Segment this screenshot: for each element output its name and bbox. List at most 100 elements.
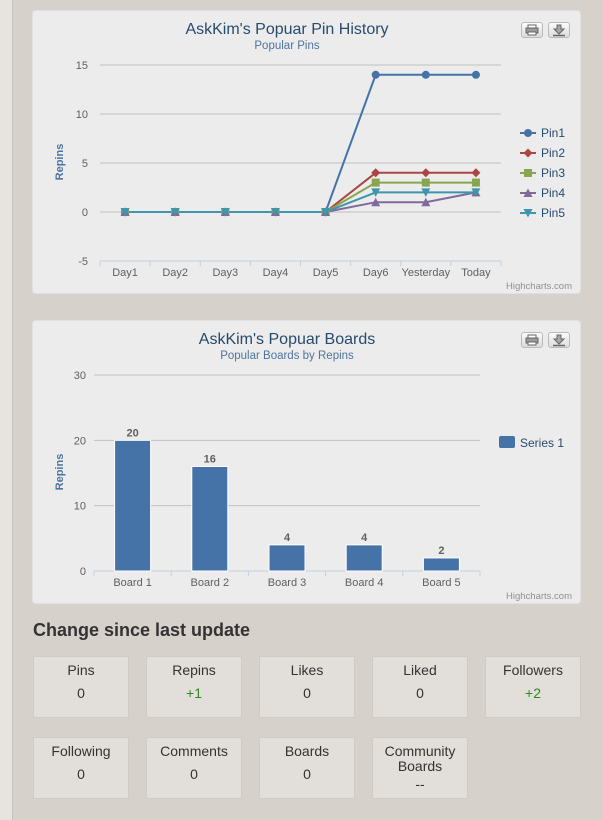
legend-item-series-1[interactable]: Series 1 xyxy=(520,436,564,450)
chart-subtitle: Popular Boards by Repins xyxy=(220,350,354,362)
chart-subtitle: Popular Pins xyxy=(254,40,319,52)
data-label: 2 xyxy=(438,545,444,557)
print-chart-button[interactable] xyxy=(521,332,543,348)
y-tick-label: 0 xyxy=(82,207,88,219)
stat-value: +2 xyxy=(525,685,541,701)
data-label: 16 xyxy=(204,453,216,465)
data-point-pin4[interactable] xyxy=(371,197,381,207)
stat-boards: Boards 0 xyxy=(259,737,355,799)
legend-marker[interactable] xyxy=(523,188,533,198)
data-label: 4 xyxy=(361,532,368,544)
y-axis-title: Repins xyxy=(54,454,66,491)
stat-likes: Likes 0 xyxy=(259,656,355,718)
download-chart-button[interactable] xyxy=(548,22,570,38)
stat-label: Community Boards xyxy=(384,743,456,774)
data-point-pin5[interactable] xyxy=(371,188,381,197)
data-label: 4 xyxy=(284,532,291,544)
x-tick-label: Yesterday xyxy=(402,267,451,279)
y-tick-label: 5 xyxy=(82,158,88,170)
x-tick-label: Day2 xyxy=(162,267,188,279)
x-tick-label: Board 2 xyxy=(191,577,230,589)
legend-item-pin2[interactable]: Pin2 xyxy=(541,146,565,160)
data-point-pin1[interactable] xyxy=(371,70,380,79)
download-chart-button[interactable] xyxy=(548,332,570,348)
x-tick-label: Board 3 xyxy=(268,577,307,589)
stat-value: 0 xyxy=(77,685,85,701)
x-tick-label: Day5 xyxy=(313,267,339,279)
data-point-pin5[interactable] xyxy=(270,208,280,217)
y-tick-label: 10 xyxy=(74,501,86,513)
legend-marker[interactable] xyxy=(523,148,533,158)
y-axis-title: Repins xyxy=(54,144,66,181)
legend-item-pin3[interactable]: Pin3 xyxy=(541,166,565,180)
stat-community-boards: Community Boards -- xyxy=(372,737,468,799)
data-point-pin1[interactable] xyxy=(421,70,430,79)
data-point-pin2[interactable] xyxy=(371,168,381,178)
stat-value: 0 xyxy=(77,766,85,782)
credits[interactable]: Highcharts.com xyxy=(506,281,572,292)
stat-label: Comments xyxy=(160,743,228,759)
x-tick-label: Day6 xyxy=(363,267,389,279)
section-title: Change since last update xyxy=(33,620,251,640)
stat-label: Boards xyxy=(284,743,330,759)
legend-symbol[interactable] xyxy=(499,436,515,448)
series-line-pin3[interactable] xyxy=(125,181,476,213)
y-tick-label: 20 xyxy=(74,435,86,447)
data-point-pin2[interactable] xyxy=(471,168,481,178)
stat-repins: Repins +1 xyxy=(146,656,242,718)
bar[interactable] xyxy=(345,544,383,572)
chart-title: AskKim's Popuar Boards xyxy=(199,331,375,348)
stat-label: Followers xyxy=(503,662,563,678)
stat-value: +1 xyxy=(186,685,202,701)
print-chart-button[interactable] xyxy=(521,22,543,38)
y-tick-label: -5 xyxy=(78,256,88,268)
data-point-pin3[interactable] xyxy=(471,178,480,187)
legend-item-pin5[interactable]: Pin5 xyxy=(541,206,565,220)
y-tick-label: 30 xyxy=(74,370,86,382)
x-tick-label: Board 5 xyxy=(422,577,461,589)
bar[interactable] xyxy=(422,557,460,572)
data-point-pin5[interactable] xyxy=(120,208,130,217)
data-point-pin2[interactable] xyxy=(421,168,431,178)
data-point-pin5[interactable] xyxy=(220,208,230,217)
y-tick-label: 0 xyxy=(80,566,86,578)
x-tick-label: Board 1 xyxy=(113,577,152,589)
data-point-pin5[interactable] xyxy=(321,208,331,217)
data-point-pin4[interactable] xyxy=(421,197,431,207)
left-rail xyxy=(0,0,13,820)
popular-boards-chart: Board 1 Board 2 Board 3 Board 4 Board 5 0 10 2… xyxy=(54,331,572,602)
stat-value: 0 xyxy=(303,685,311,701)
stat-following: Following 0 xyxy=(33,737,129,799)
stat-label: Liked xyxy=(403,662,437,678)
stat-value: 0 xyxy=(303,766,311,782)
legend-item-pin4[interactable]: Pin4 xyxy=(541,186,565,200)
x-tick-label: Today xyxy=(461,267,491,279)
series-line-pin5[interactable] xyxy=(125,191,476,213)
chart-title: AskKim's Popuar Pin History xyxy=(185,21,388,38)
x-tick-label: Board 4 xyxy=(345,577,384,589)
stat-label: Repins xyxy=(172,662,216,678)
credits[interactable]: Highcharts.com xyxy=(506,591,572,602)
data-label: 20 xyxy=(126,427,138,439)
stat-followers: Followers +2 xyxy=(485,656,581,718)
data-point-pin3[interactable] xyxy=(421,178,430,187)
bar[interactable] xyxy=(114,439,152,572)
stat-label: Pins xyxy=(67,662,95,678)
legend-marker[interactable] xyxy=(524,129,532,137)
bar[interactable] xyxy=(268,544,306,572)
print-icon xyxy=(525,334,539,346)
stat-value: 0 xyxy=(190,766,198,782)
data-point-pin5[interactable] xyxy=(471,188,481,197)
print-icon xyxy=(525,24,539,36)
x-tick-label: Day4 xyxy=(263,267,289,279)
data-point-pin5[interactable] xyxy=(421,188,431,197)
data-point-pin3[interactable] xyxy=(371,178,380,187)
popular-boards-chart-card: Board 1 Board 2 Board 3 Board 4 Board 5 0 10 2… xyxy=(32,320,581,604)
legend-marker[interactable] xyxy=(524,169,532,177)
data-point-pin5[interactable] xyxy=(170,208,180,217)
data-point-pin1[interactable] xyxy=(471,70,480,79)
bar[interactable] xyxy=(191,465,229,572)
stat-value: -- xyxy=(415,776,425,792)
legend-marker[interactable] xyxy=(523,209,533,218)
legend-item-pin1[interactable]: Pin1 xyxy=(541,126,565,140)
